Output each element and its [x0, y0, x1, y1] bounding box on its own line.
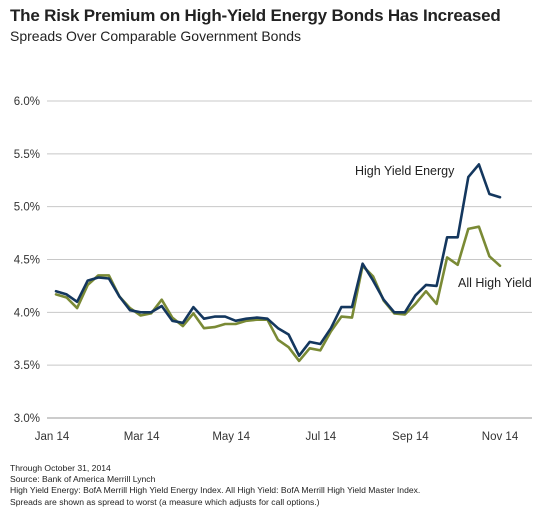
series-line — [54, 163, 502, 358]
y-tick-label: 3.0% — [14, 413, 40, 425]
y-tick-label: 5.5% — [14, 149, 40, 161]
y-tick-label: 5.0% — [14, 202, 40, 214]
note-spreads: Spreads are shown as spread to worst (a … — [10, 496, 320, 507]
y-tick-label: 4.5% — [14, 255, 40, 267]
x-tick-label: Jan 14 — [35, 431, 70, 443]
y-tick-label: 4.0% — [14, 307, 40, 319]
y-tick-label: 3.5% — [14, 360, 40, 372]
x-tick-label: Nov 14 — [482, 431, 519, 443]
chart-title: The Risk Premium on High-Yield Energy Bo… — [10, 6, 501, 25]
line-chart: 3.0% 3.5% 4.0% 4.5% 5.0% 5.5% 6.0% Jan 14 Mar 14… — [14, 96, 532, 443]
x-tick-label: May 14 — [212, 431, 250, 443]
x-tick-label: Mar 14 — [124, 431, 160, 443]
note-definitions: High Yield Energy: BofA Merrill High Yie… — [10, 485, 421, 496]
note-source: Source: Bank of America Merrill Lynch — [10, 474, 156, 485]
chart-subtitle: Spreads Over Comparable Government Bonds — [10, 28, 302, 44]
series-line — [54, 225, 502, 363]
series-label-high-yield-energy: High Yield Energy — [355, 164, 455, 178]
note-through-date: Through October 31, 2014 — [10, 463, 111, 473]
chart-notes: Through October 31, 2014 Source: Bank of… — [10, 463, 420, 508]
x-tick-label: Sep 14 — [392, 431, 429, 443]
y-tick-label: 6.0% — [14, 96, 40, 108]
x-tick-label: Jul 14 — [305, 431, 336, 443]
series-label-all-high-yield: All High Yield — [458, 276, 532, 290]
